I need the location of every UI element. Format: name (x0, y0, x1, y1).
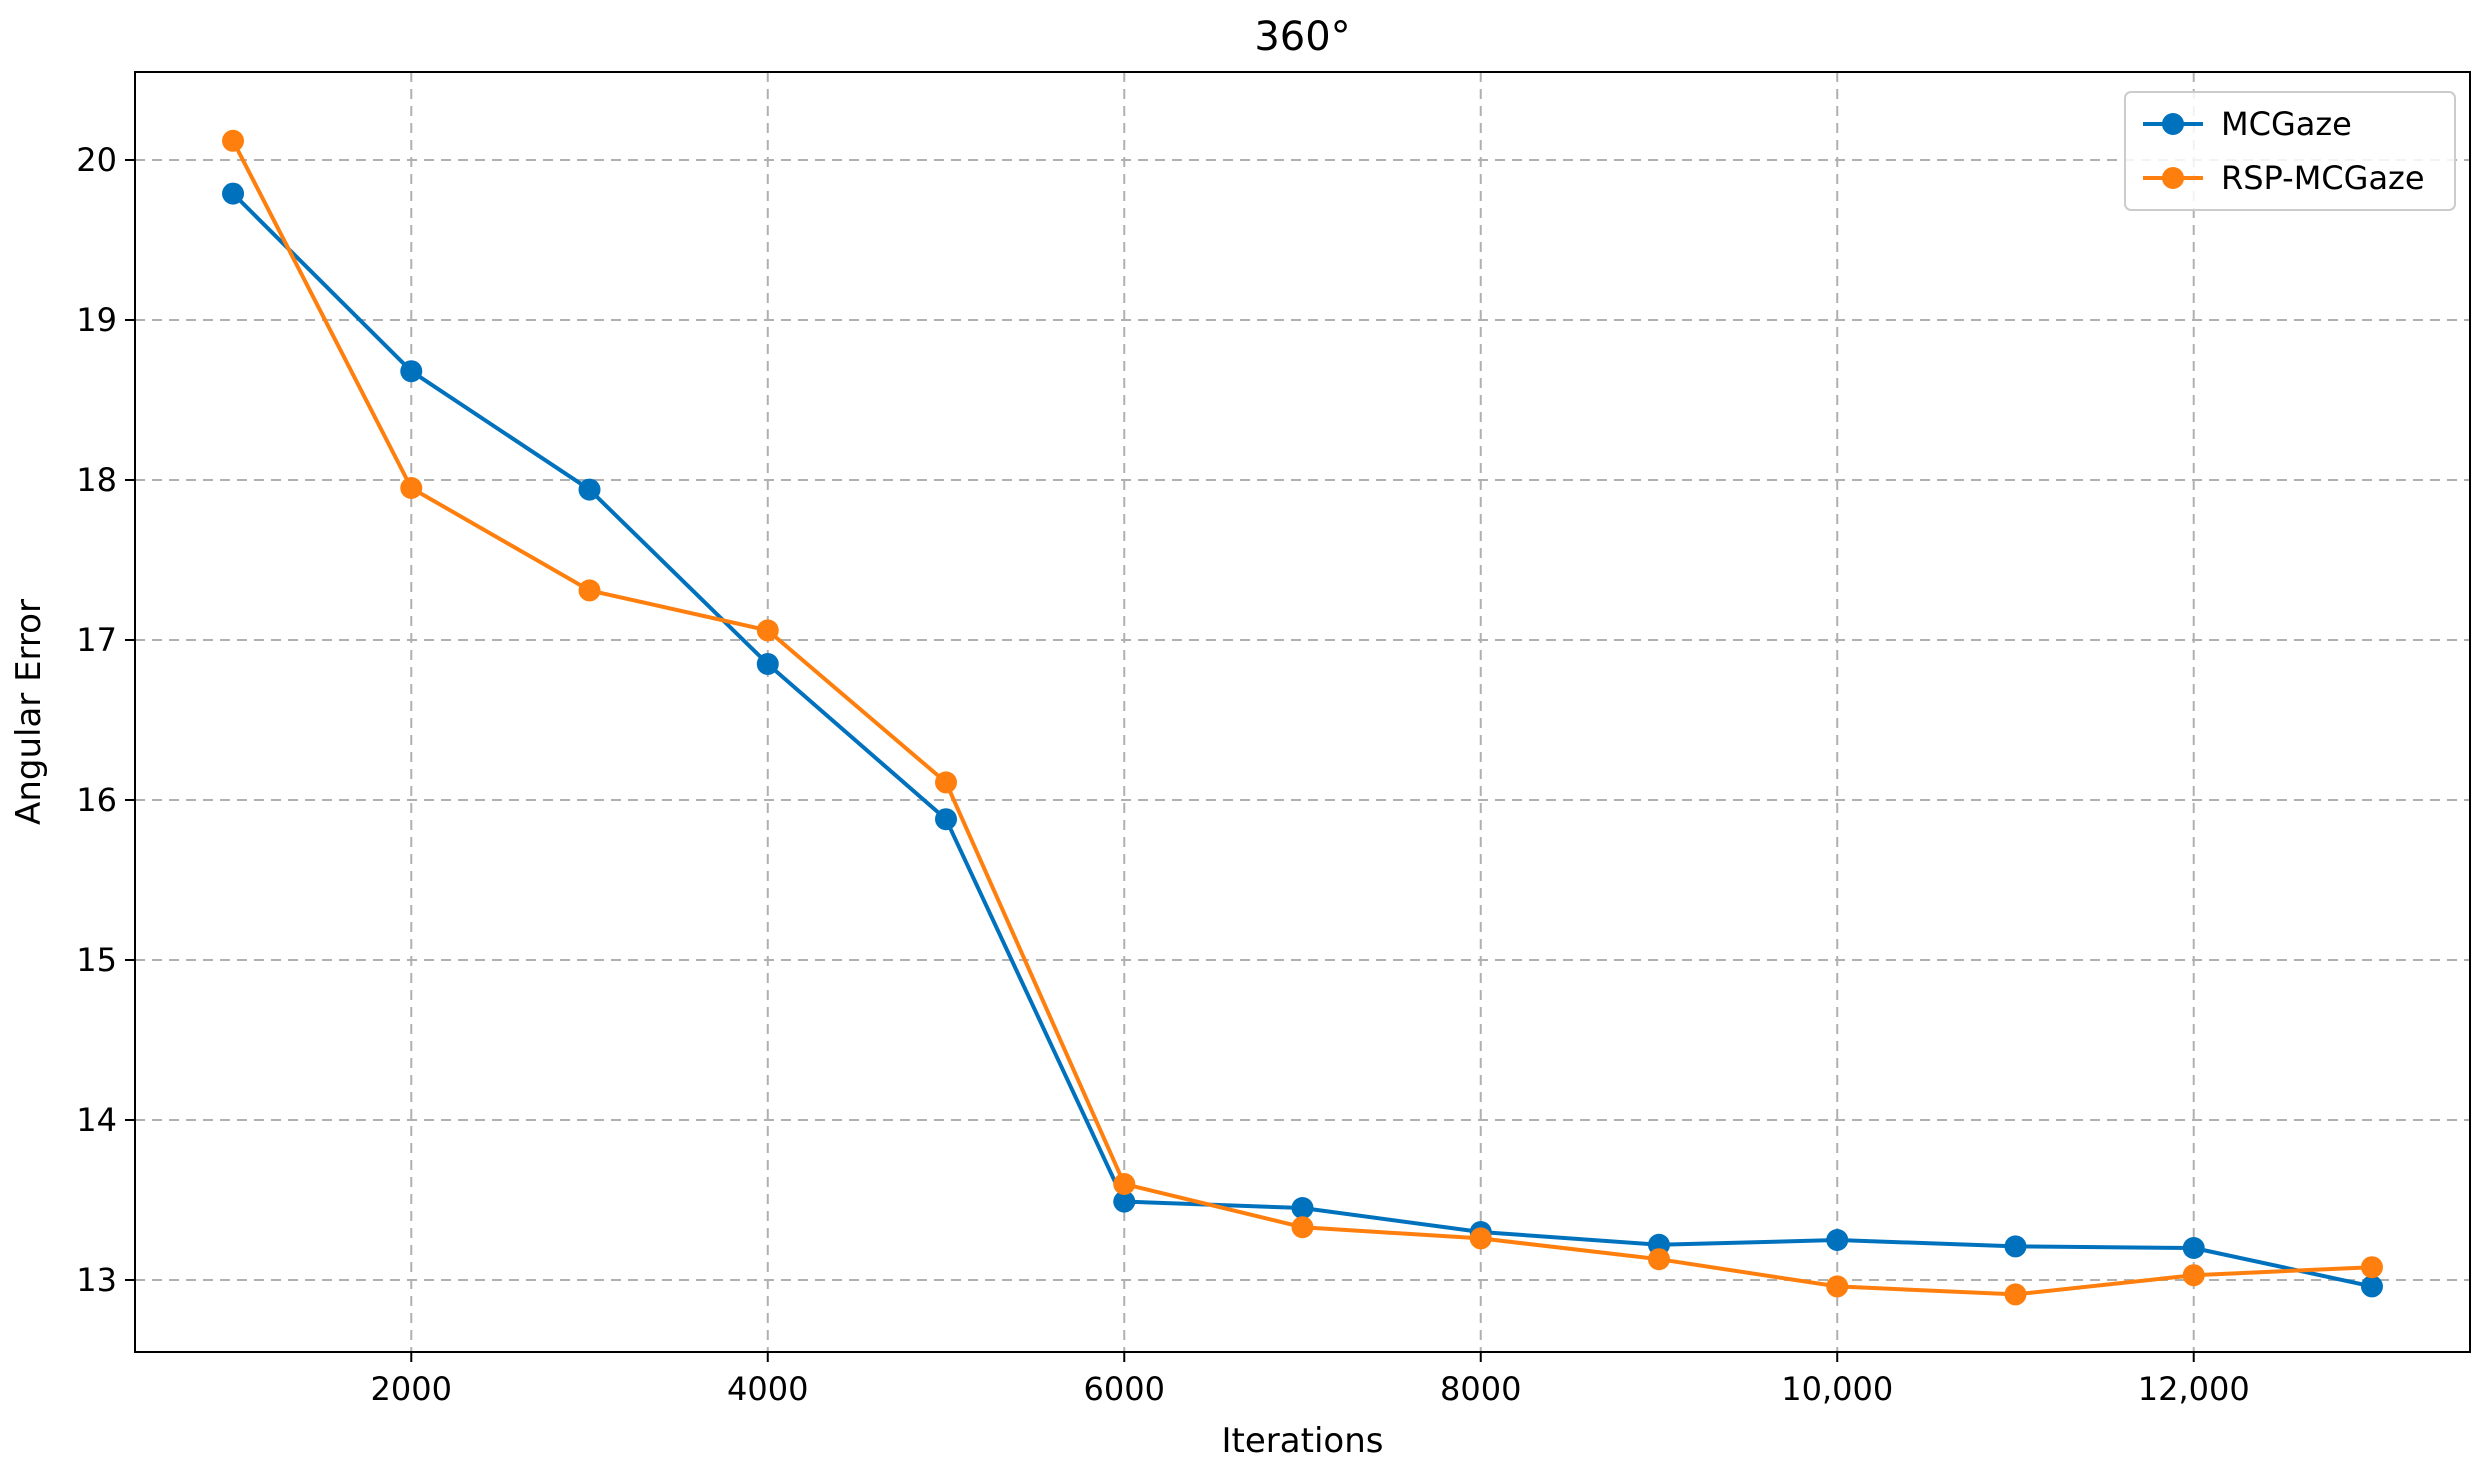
series-layer (222, 129, 2383, 1306)
y-tick-label: 17 (76, 621, 117, 659)
data-point (2182, 1237, 2205, 1259)
x-tick-label: 10,000 (1781, 1370, 1893, 1408)
data-point (2004, 1235, 2027, 1258)
y-tick-label: 16 (76, 781, 117, 819)
series-rsp-mcgaze (222, 129, 2383, 1306)
data-point (756, 653, 779, 675)
legend-label: MCGaze (2221, 105, 2352, 143)
data-point (935, 808, 958, 831)
data-point (1647, 1248, 1670, 1271)
data-point (1291, 1216, 1314, 1239)
y-tick-label: 14 (76, 1101, 117, 1139)
y-tick-label: 18 (76, 461, 117, 499)
data-point (935, 771, 958, 794)
series-mcgaze (222, 182, 2383, 1298)
data-point (1826, 1275, 1849, 1298)
x-axis-label: Iterations (1222, 1421, 1384, 1461)
data-point (222, 182, 245, 205)
legend-box (2124, 91, 2456, 211)
data-point (1469, 1227, 1492, 1250)
x-tick-label: 8000 (1440, 1370, 1521, 1408)
y-axis: 13 14 15 16 17 18 19 20 (76, 141, 135, 1299)
data-point (756, 619, 779, 642)
y-tick-label: 19 (76, 301, 117, 339)
y-axis-label: Angular Error (9, 599, 49, 825)
legend-item: RSP-MCGaze (2143, 159, 2425, 197)
y-tick-label: 20 (76, 141, 117, 179)
data-point (222, 129, 245, 152)
y-tick-label: 15 (76, 941, 117, 979)
data-point (578, 478, 601, 501)
data-point (400, 477, 423, 499)
x-tick-label: 2000 (371, 1370, 452, 1408)
y-tick-label: 13 (76, 1261, 117, 1299)
data-point (2182, 1264, 2205, 1287)
legend: MCGaze RSP-MCGaze (2124, 91, 2456, 211)
grid-layer (135, 72, 2470, 1352)
data-point (2360, 1256, 2383, 1279)
x-axis: 2000 4000 6000 8000 10,000 12,000 (371, 1352, 2250, 1408)
data-point (1291, 1197, 1314, 1219)
data-point (2360, 1275, 2383, 1298)
legend-swatch-marker (2162, 113, 2184, 135)
chart-title: 360° (1254, 14, 1350, 60)
x-tick-label: 4000 (727, 1370, 808, 1408)
x-tick-label: 6000 (1084, 1370, 1165, 1408)
legend-label: RSP-MCGaze (2221, 159, 2425, 197)
x-tick-label: 12,000 (2138, 1370, 2250, 1408)
data-point (1826, 1229, 1849, 1251)
legend-swatch-marker (2162, 167, 2184, 189)
data-point (2004, 1283, 2027, 1306)
data-point (400, 360, 423, 383)
data-point (1113, 1173, 1136, 1195)
data-point (1113, 1190, 1136, 1213)
plot-frame (134, 71, 2471, 1353)
legend-item: MCGaze (2143, 105, 2352, 143)
data-point (578, 579, 601, 602)
